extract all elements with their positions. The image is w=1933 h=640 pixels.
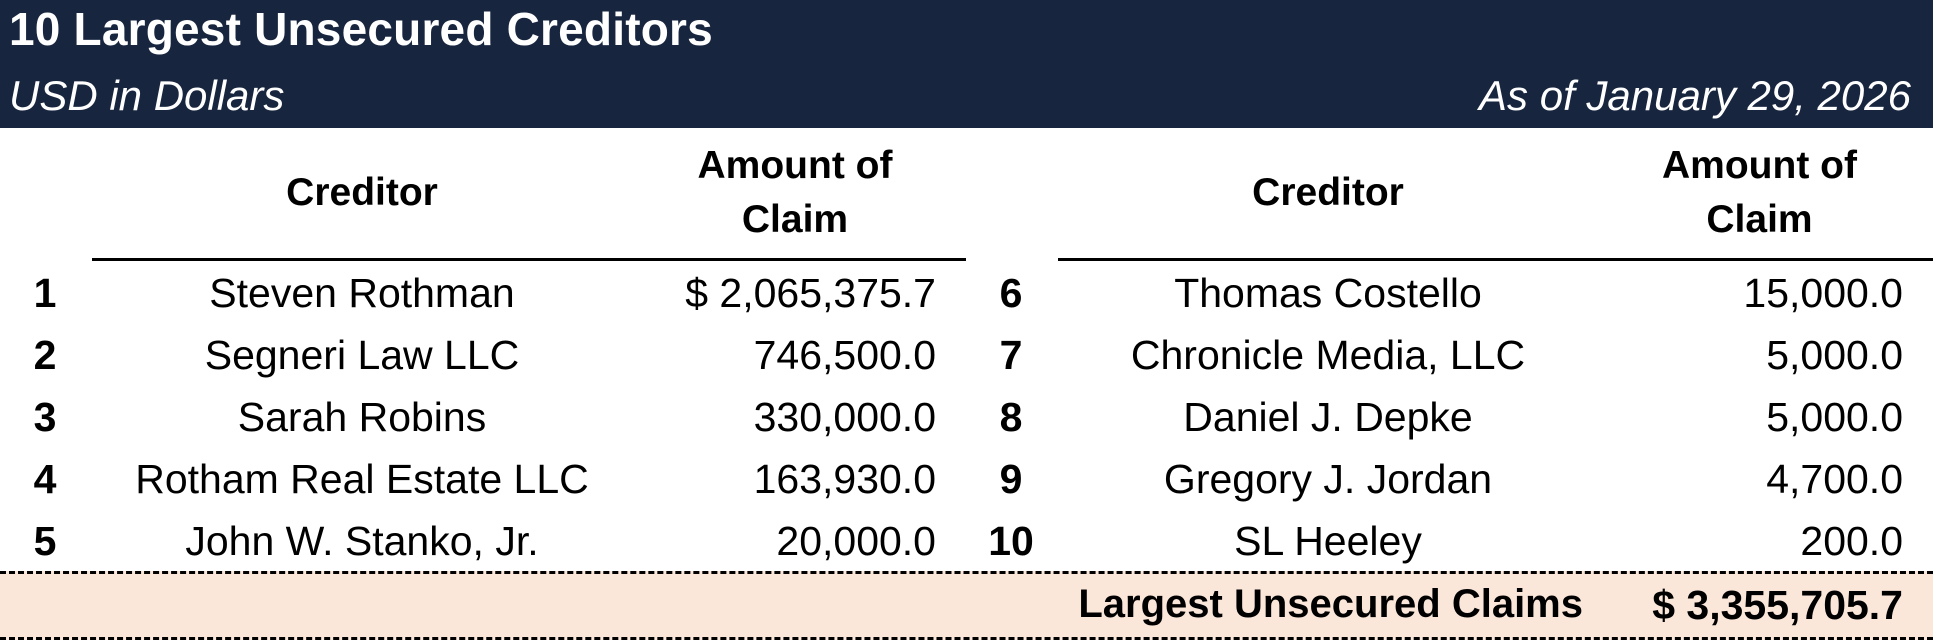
- claim-amount: 20,000.0: [776, 518, 936, 564]
- creditor-name: Sarah Robins: [237, 394, 487, 440]
- column-header-amount-line2: Claim: [741, 198, 849, 241]
- column-header-amount: Amount of Claim: [640, 128, 950, 258]
- header-banner: 10 Largest Unsecured Creditors USD in Do…: [0, 0, 1933, 128]
- row-number: 8: [999, 394, 1023, 440]
- table-body: 6 Thomas Costello 15,000.0 7 Chronicle M…: [966, 262, 1933, 572]
- left-creditor-table: Creditor Amount of Claim 1 Steven Rothma…: [0, 128, 966, 571]
- claim-amount: 5,000.0: [1766, 394, 1903, 440]
- column-header-amount-line2: Claim: [1706, 198, 1813, 241]
- creditor-name: John W. Stanko, Jr.: [185, 518, 539, 564]
- table-row: 5 John W. Stanko, Jr. 20,000.0: [0, 510, 966, 572]
- header-underline: [92, 258, 966, 261]
- right-creditor-table: Creditor Amount of Claim 6 Thomas Costel…: [966, 128, 1933, 571]
- creditor-name: Rotham Real Estate LLC: [135, 456, 589, 502]
- units-subtitle: USD in Dollars: [9, 72, 285, 119]
- table-row: 6 Thomas Costello 15,000.0: [966, 262, 1933, 324]
- creditor-name: Daniel J. Depke: [1183, 394, 1473, 440]
- column-header-amount-line1: Amount of: [1662, 144, 1857, 187]
- column-header-amount: Amount of Claim: [1606, 128, 1913, 258]
- page-title: 10 Largest Unsecured Creditors: [9, 3, 713, 55]
- creditor-name: Gregory J. Jordan: [1163, 456, 1493, 502]
- table-row: 3 Sarah Robins 330,000.0: [0, 386, 966, 448]
- column-header-creditor: Creditor: [1058, 128, 1598, 258]
- table-row: 10 SL Heeley 200.0: [966, 510, 1933, 572]
- table-row: 4 Rotham Real Estate LLC 163,930.0: [0, 448, 966, 510]
- row-number: 5: [33, 518, 57, 564]
- creditor-name: Steven Rothman: [209, 270, 515, 316]
- table-row: 2 Segneri Law LLC 746,500.0: [0, 324, 966, 386]
- claim-amount: 5,000.0: [1766, 332, 1903, 378]
- totals-label: Largest Unsecured Claims: [1078, 582, 1583, 626]
- table-row: 8 Daniel J. Depke 5,000.0: [966, 386, 1933, 448]
- totals-value: $ 3,355,705.7: [1652, 582, 1903, 628]
- row-number: 7: [999, 332, 1023, 378]
- row-number: 1: [33, 270, 57, 316]
- row-number: 6: [999, 270, 1023, 316]
- claim-amount: 15,000.0: [1743, 270, 1903, 316]
- column-header-amount-line1: Amount of: [697, 144, 893, 187]
- column-header-creditor: Creditor: [92, 128, 632, 258]
- row-number: 9: [999, 456, 1023, 502]
- as-of-date: As of January 29, 2026: [1479, 72, 1911, 119]
- table-row: 9 Gregory J. Jordan 4,700.0: [966, 448, 1933, 510]
- claim-amount: 200.0: [1800, 518, 1903, 564]
- row-number: 10: [988, 518, 1034, 564]
- claim-amount: 746,500.0: [753, 332, 936, 378]
- claim-amount: $ 2,065,375.7: [685, 270, 936, 316]
- row-number: 3: [33, 394, 57, 440]
- claim-amount: 330,000.0: [753, 394, 936, 440]
- header-underline: [1058, 258, 1933, 261]
- creditor-name: Segneri Law LLC: [204, 332, 520, 378]
- totals-row: Largest Unsecured Claims $ 3,355,705.7: [0, 571, 1933, 640]
- table-row: 1 Steven Rothman $ 2,065,375.7: [0, 262, 966, 324]
- row-number: 2: [33, 332, 57, 378]
- table-body: 1 Steven Rothman $ 2,065,375.7 2 Segneri…: [0, 262, 966, 572]
- row-number: 4: [33, 456, 57, 502]
- column-header-creditor-label: Creditor: [1252, 171, 1404, 214]
- creditor-name: Chronicle Media, LLC: [1130, 332, 1526, 378]
- column-header-creditor-label: Creditor: [286, 171, 438, 214]
- claim-amount: 4,700.0: [1766, 456, 1903, 502]
- creditor-name: Thomas Costello: [1174, 270, 1482, 316]
- creditor-name: SL Heeley: [1234, 518, 1422, 564]
- claim-amount: 163,930.0: [753, 456, 936, 502]
- table-row: 7 Chronicle Media, LLC 5,000.0: [966, 324, 1933, 386]
